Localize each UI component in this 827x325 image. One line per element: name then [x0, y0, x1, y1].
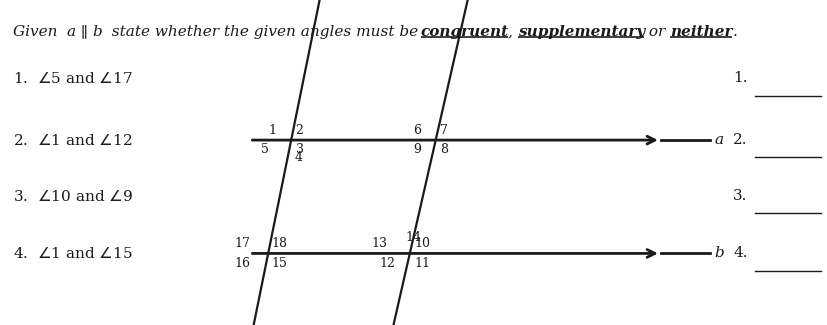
Text: 8: 8: [440, 143, 447, 156]
Text: or: or: [643, 25, 670, 39]
Text: 2.  $\angle$1 and $\angle$12: 2. $\angle$1 and $\angle$12: [12, 133, 132, 148]
Text: .: .: [732, 25, 736, 39]
Text: 17: 17: [234, 237, 250, 250]
Text: 6: 6: [413, 124, 420, 137]
Text: 15: 15: [270, 256, 287, 269]
Text: b: b: [714, 246, 723, 260]
Text: congruent: congruent: [420, 25, 509, 39]
Text: 9: 9: [413, 143, 420, 156]
Text: ,: ,: [508, 25, 518, 39]
Text: 10: 10: [414, 237, 430, 250]
Text: 2: 2: [295, 124, 304, 137]
Text: 4: 4: [294, 151, 302, 164]
Text: 1.: 1.: [732, 72, 747, 85]
Text: 12: 12: [379, 256, 394, 269]
Text: 2.: 2.: [732, 133, 747, 147]
Text: b: b: [92, 25, 102, 39]
Text: ∥: ∥: [75, 25, 93, 39]
Text: 4.  $\angle$1 and $\angle$15: 4. $\angle$1 and $\angle$15: [12, 246, 132, 261]
Text: 1: 1: [268, 124, 276, 137]
Text: 7: 7: [440, 124, 447, 137]
Text: 13: 13: [371, 237, 387, 250]
Text: 16: 16: [234, 256, 250, 269]
Text: 5: 5: [261, 143, 269, 156]
Text: 4.: 4.: [732, 246, 747, 260]
Text: 11: 11: [414, 256, 430, 269]
Text: a: a: [66, 25, 75, 39]
Text: 1.  $\angle$5 and $\angle$17: 1. $\angle$5 and $\angle$17: [12, 71, 132, 86]
Text: Given: Given: [12, 25, 67, 39]
Text: 3: 3: [295, 143, 304, 156]
Text: state whether the given angles must be: state whether the given angles must be: [102, 25, 423, 39]
Text: 18: 18: [270, 237, 287, 250]
Text: 3.: 3.: [732, 189, 747, 203]
Text: a: a: [714, 133, 723, 147]
Text: 3.  $\angle$10 and $\angle$9: 3. $\angle$10 and $\angle$9: [12, 188, 132, 203]
Text: supplementary: supplementary: [518, 25, 644, 39]
Text: 14: 14: [405, 231, 421, 244]
Text: neither: neither: [670, 25, 732, 39]
